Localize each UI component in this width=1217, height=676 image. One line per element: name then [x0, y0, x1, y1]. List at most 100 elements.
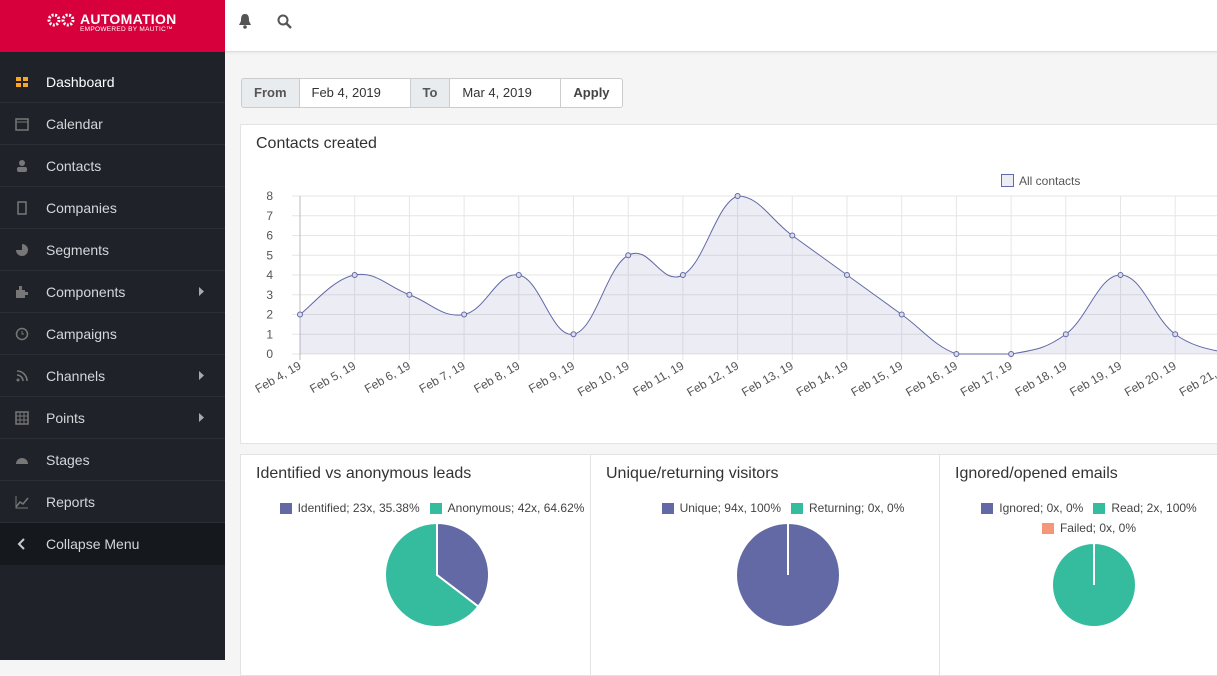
pie-slice[interactable]	[384, 521, 480, 628]
y-tick-label: 6	[266, 229, 273, 243]
pie-chart	[1051, 542, 1137, 629]
pie-chart	[735, 522, 841, 629]
legend-label: Read; 2x, 100%	[1111, 501, 1197, 515]
legend-swatch	[981, 502, 994, 514]
y-tick-label: 5	[266, 248, 273, 262]
legend-swatch	[1093, 502, 1106, 514]
menu-label: Dashboard	[46, 74, 115, 90]
x-tick-label: Feb 7, 19	[417, 358, 468, 396]
pie-chart-panel: Unique/returning visitors Unique; 94x, 1…	[590, 454, 940, 676]
search-icon[interactable]	[277, 14, 293, 30]
point	[734, 193, 741, 199]
legend: Unique; 94x, 100% Returning; 0x, 0%	[623, 501, 939, 515]
collapse-menu[interactable]: Collapse Menu	[0, 523, 225, 565]
legend-swatch	[429, 502, 442, 514]
legend-item[interactable]: Failed; 0x, 0%	[1041, 521, 1136, 535]
y-tick-label: 3	[266, 288, 273, 302]
menu-label: Segments	[46, 242, 110, 258]
icon	[16, 77, 28, 87]
legend: Ignored; 0x, 0% Read; 2x, 100% Failed; 0x,…	[958, 501, 1217, 535]
brand-tagline: EMPOWERED BY MAUTIC™	[80, 26, 173, 33]
point	[570, 331, 577, 338]
point	[898, 311, 905, 318]
x-tick-label: Feb 5, 19	[307, 358, 358, 396]
menu-item[interactable]: Campaigns	[0, 313, 225, 355]
icon	[16, 244, 28, 256]
from-input[interactable]: Feb 4, 2019	[298, 78, 411, 108]
point	[461, 311, 468, 318]
icon	[17, 201, 27, 215]
date-filter: From Feb 4, 2019 To Mar 4, 2019 Apply	[241, 78, 623, 108]
x-tick-label: Feb 14, 19	[794, 358, 851, 399]
point	[953, 351, 960, 357]
legend-item[interactable]: Ignored; 0x, 0%	[981, 501, 1083, 515]
to-label: To	[409, 78, 451, 108]
legend: Identified; 23x, 35.38% Anonymous; 42x, 6…	[272, 501, 590, 515]
legend-item[interactable]: Read; 2x, 100%	[1093, 501, 1197, 515]
to-input[interactable]: Mar 4, 2019	[449, 78, 562, 108]
menu-label: Components	[46, 284, 126, 300]
menu-item[interactable]: Dashboard	[0, 61, 225, 103]
from-label: From	[241, 78, 300, 108]
menu-label: Stages	[46, 452, 90, 468]
x-tick-label: Feb 12, 19	[684, 358, 741, 399]
menu-item[interactable]: Channels	[0, 355, 225, 397]
legend-item[interactable]: Returning; 0x, 0%	[791, 501, 904, 515]
notifications-icon[interactable]	[237, 13, 253, 29]
legend-item[interactable]: Identified; 23x, 35.38%	[279, 501, 420, 515]
menu-label: Channels	[46, 368, 106, 384]
menu-item[interactable]: Segments	[0, 229, 225, 271]
y-tick-label: 8	[266, 189, 273, 203]
icon	[15, 496, 29, 509]
icon	[15, 327, 29, 341]
point	[789, 232, 796, 239]
legend-swatch	[791, 502, 803, 514]
point	[297, 311, 303, 318]
menu-label: Calendar	[46, 116, 103, 132]
point	[1172, 331, 1179, 338]
icon	[17, 160, 27, 172]
menu-item[interactable]: Components	[0, 271, 225, 313]
legend-item[interactable]: Anonymous; 42x, 64.62%	[429, 501, 584, 515]
x-tick-label: Feb 19, 19	[1067, 358, 1124, 399]
menu-item[interactable]: Stages	[0, 439, 225, 481]
chart-title: Ignored/opened emails	[955, 465, 1118, 482]
chart-title: Unique/returning visitors	[606, 465, 779, 482]
menu-item[interactable]: Contacts	[0, 145, 225, 187]
point	[679, 272, 686, 278]
x-tick-label: Feb 6, 19	[362, 358, 413, 396]
legend-item[interactable]: Unique; 94x, 100%	[661, 501, 781, 515]
y-tick-label: 2	[266, 308, 273, 322]
icon	[15, 118, 29, 131]
menu-item[interactable]: Companies	[0, 187, 225, 229]
x-tick-label: Feb 21, 19	[1177, 358, 1217, 399]
y-tick-label: 0	[266, 347, 273, 361]
legend-swatch[interactable]	[1001, 174, 1014, 187]
icon	[15, 411, 29, 425]
pie-slice[interactable]	[436, 521, 490, 608]
apply-button[interactable]: Apply	[560, 78, 623, 108]
menu-label: Campaigns	[46, 326, 117, 342]
x-tick-label: Feb 17, 19	[958, 358, 1015, 399]
brand[interactable]: AUTOMATION EMPOWERED BY MAUTIC™	[0, 0, 225, 52]
pie-chart	[384, 521, 490, 628]
menu-item[interactable]: Points	[0, 397, 225, 439]
menu-label: Companies	[46, 200, 117, 216]
menu-label: Collapse Menu	[46, 536, 140, 552]
y-tick-label: 4	[266, 268, 273, 282]
point	[1062, 331, 1069, 338]
pie-chart-panel: Ignored/opened emails Ignored; 0x, 0% Rea…	[939, 454, 1217, 676]
x-tick-label: Feb 11, 19	[630, 358, 686, 399]
legend-label: Ignored; 0x, 0%	[999, 501, 1084, 515]
x-tick-label: Feb 16, 19	[903, 358, 960, 399]
x-tick-label: Feb 18, 19	[1013, 358, 1070, 399]
x-tick-label: Feb 13, 19	[739, 358, 796, 399]
icon	[16, 458, 28, 464]
chart-title: Contacts created	[256, 135, 377, 152]
menu-item[interactable]: Reports	[0, 481, 225, 523]
brand-name: AUTOMATION	[80, 11, 177, 27]
chart-title: Identified vs anonymous leads	[256, 465, 472, 482]
menu-item[interactable]: Calendar	[0, 103, 225, 145]
